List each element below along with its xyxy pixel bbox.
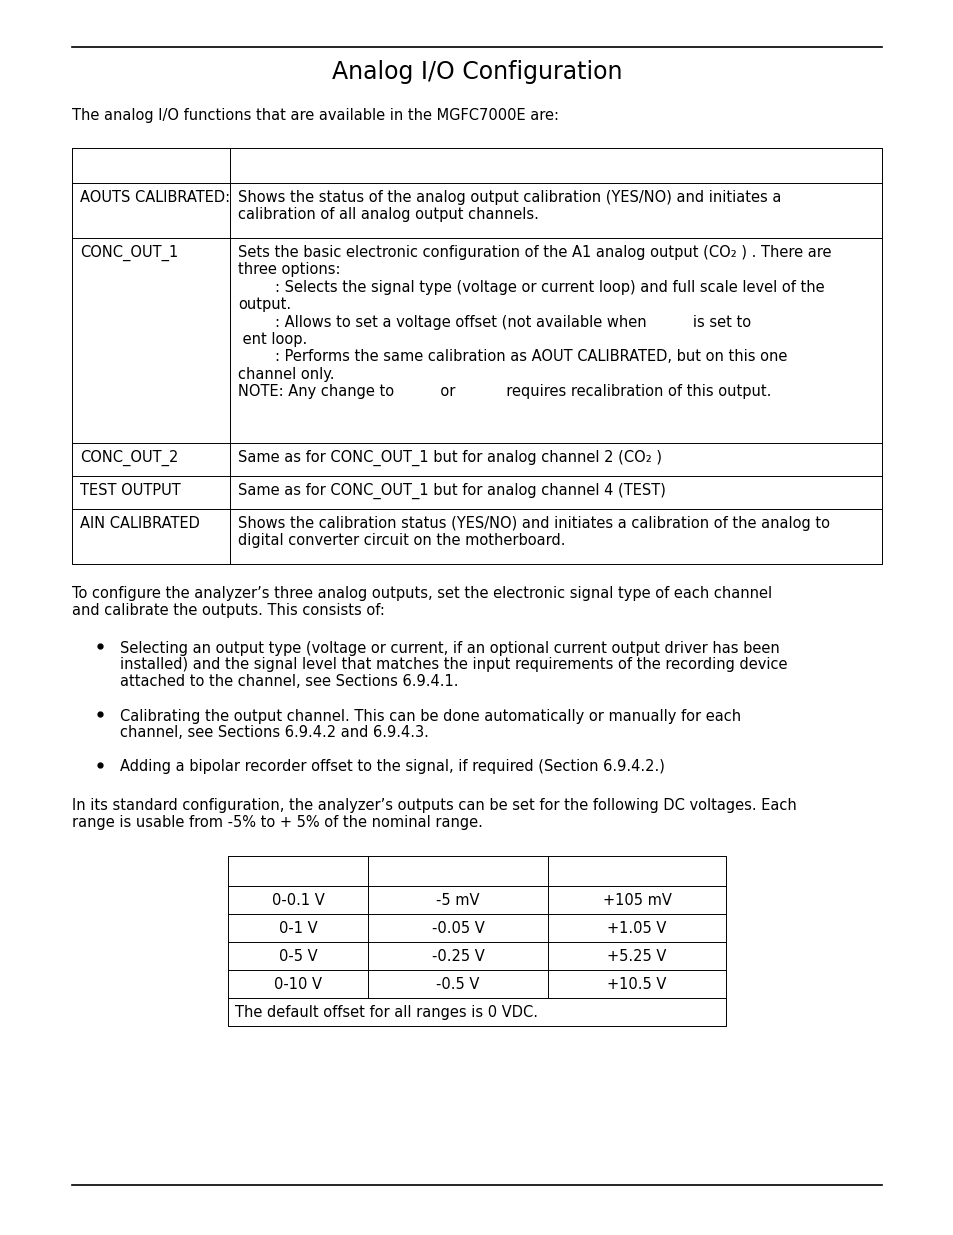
Text: -0.05 V: -0.05 V [431,921,484,936]
Text: 0-0.1 V: 0-0.1 V [272,893,324,908]
Text: installed) and the signal level that matches the input requirements of the recor: installed) and the signal level that mat… [120,657,786,673]
Text: -0.25 V: -0.25 V [431,948,484,965]
Text: The default offset for all ranges is 0 VDC.: The default offset for all ranges is 0 V… [234,1005,537,1020]
Text: Same as for CONC_OUT_1 but for analog channel 2 (CO₂ ): Same as for CONC_OUT_1 but for analog ch… [237,450,661,466]
Text: AIN CALIBRATED: AIN CALIBRATED [80,516,200,531]
Text: Same as for CONC_OUT_1 but for analog channel 4 (TEST): Same as for CONC_OUT_1 but for analog ch… [237,483,665,499]
Text: Sets the basic electronic configuration of the A1 analog output (CO₂ ) . There a: Sets the basic electronic configuration … [237,245,831,399]
Text: range is usable from -5% to + 5% of the nominal range.: range is usable from -5% to + 5% of the … [71,815,482,830]
Text: -5 mV: -5 mV [436,893,479,908]
Text: attached to the channel, see Sections 6.9.4.1.: attached to the channel, see Sections 6.… [120,674,458,689]
Text: +1.05 V: +1.05 V [607,921,666,936]
Text: Calibrating the output channel. This can be done automatically or manually for e: Calibrating the output channel. This can… [120,709,740,724]
Text: CONC_OUT_1: CONC_OUT_1 [80,245,178,262]
Text: Shows the status of the analog output calibration (YES/NO) and initiates a
calib: Shows the status of the analog output ca… [237,190,781,222]
Text: Selecting an output type (voltage or current, if an optional current output driv: Selecting an output type (voltage or cur… [120,641,779,656]
Text: The analog I/O functions that are available in the MGFC7000E are:: The analog I/O functions that are availa… [71,107,558,124]
Text: AOUTS CALIBRATED:: AOUTS CALIBRATED: [80,190,230,205]
Text: +105 mV: +105 mV [602,893,671,908]
Text: -0.5 V: -0.5 V [436,977,479,992]
Text: TEST OUTPUT: TEST OUTPUT [80,483,180,498]
Text: CONC_OUT_2: CONC_OUT_2 [80,450,178,466]
Text: Shows the calibration status (YES/NO) and initiates a calibration of the analog : Shows the calibration status (YES/NO) an… [237,516,829,548]
Text: and calibrate the outputs. This consists of:: and calibrate the outputs. This consists… [71,603,384,618]
Text: channel, see Sections 6.9.4.2 and 6.9.4.3.: channel, see Sections 6.9.4.2 and 6.9.4.… [120,725,429,740]
Text: 0-10 V: 0-10 V [274,977,322,992]
Text: 0-1 V: 0-1 V [278,921,317,936]
Text: +5.25 V: +5.25 V [607,948,666,965]
Text: 0-5 V: 0-5 V [278,948,317,965]
Text: Analog I/O Configuration: Analog I/O Configuration [332,61,621,84]
Text: To configure the analyzer’s three analog outputs, set the electronic signal type: To configure the analyzer’s three analog… [71,585,771,601]
Text: Adding a bipolar recorder offset to the signal, if required (Section 6.9.4.2.): Adding a bipolar recorder offset to the … [120,760,664,774]
Text: +10.5 V: +10.5 V [607,977,666,992]
Text: In its standard configuration, the analyzer’s outputs can be set for the followi: In its standard configuration, the analy… [71,798,796,813]
